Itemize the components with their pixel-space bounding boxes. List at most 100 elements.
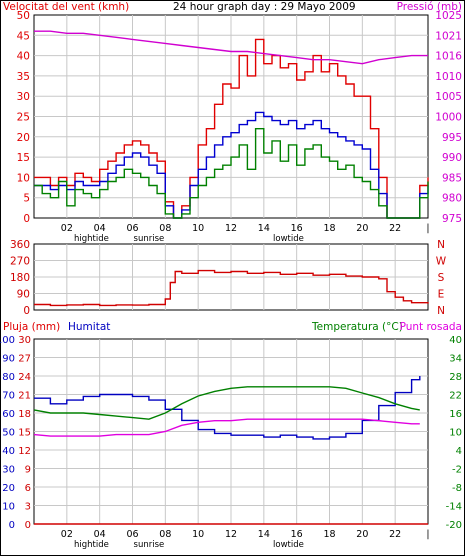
tide-sun-event-label: lowtide (273, 234, 304, 244)
direction-tick-label: 0 (23, 305, 30, 317)
compass-label: S (438, 272, 445, 284)
y-right-tick-label: 1021 (435, 30, 462, 42)
humidity-tick-label: 70 (2, 391, 15, 402)
x-tick-label: 08 (159, 529, 171, 540)
direction-tick-label: 90 (17, 289, 30, 301)
x-tick-label: 04 (94, 529, 106, 540)
tide-sun-event-label: hightide (74, 234, 109, 244)
y-right-tick-label: 985 (442, 172, 462, 184)
direction-tick-label: 360 (10, 239, 30, 251)
temperature-tick-label: 40 (449, 335, 462, 346)
humidity-tick-label: 50 (2, 428, 15, 439)
compass-label: N (437, 239, 445, 251)
x-tick-label: 20 (356, 529, 368, 540)
rain-tick-label: 18 (18, 409, 31, 420)
rain-tick-label: 27 (18, 354, 31, 365)
humidity-tick-label: 20 (2, 483, 15, 494)
dewpoint-label: Punt rosada (400, 321, 462, 333)
temperature-tick-label: 4 (456, 446, 462, 457)
y-left-tick-label: 10 (17, 172, 30, 184)
x-tick-label: 04 (94, 223, 106, 234)
temperature-tick-label: -8 (452, 483, 462, 494)
y-left-tick-label: 30 (17, 91, 30, 103)
humidity-temperature-panel: 0102030405060708090100036912151821242730… (0, 335, 462, 550)
rain-label: Pluja (mm) (3, 321, 60, 333)
y-left-tick-label: 15 (17, 152, 30, 164)
x-tick-label: | (426, 529, 429, 540)
humidity-tick-label: 30 (2, 465, 15, 476)
x-tick-label: | (426, 223, 429, 234)
temperature-tick-label: 10 (449, 428, 462, 439)
y-right-tick-label: 1016 (435, 51, 462, 63)
graph-title: 24 hour graph day : 29 Mayo 2009 (173, 1, 356, 13)
y-left-tick-label: 25 (17, 112, 30, 124)
x-tick-label: 18 (323, 529, 335, 540)
temperature-label: Temperatura (°C) (311, 321, 403, 333)
humidity-tick-label: 0 (9, 520, 15, 531)
y-left-tick-label: 20 (17, 132, 30, 144)
x-tick-label: 02 (61, 223, 73, 234)
humidity-tick-label: 10 (2, 502, 15, 513)
compass-label: W (436, 256, 447, 268)
rain-tick-label: 15 (18, 428, 31, 439)
wind-speed-label: Velocitat del vent (kmh) (3, 1, 129, 13)
x-tick-label: 22 (389, 223, 401, 234)
y-right-tick-label: 1010 (435, 71, 462, 83)
temperature-tick-label: 28 (449, 372, 462, 383)
temperature-tick-label: 16 (449, 409, 462, 420)
y-right-tick-label: 975 (442, 213, 462, 225)
direction-tick-label: 270 (10, 256, 30, 268)
y-left-tick-label: 0 (23, 213, 30, 225)
tide-sun-event-label: lowtide (273, 540, 304, 550)
x-tick-label: 10 (192, 223, 204, 234)
humidity-label: Humitat (68, 321, 110, 333)
temperature-tick-label: 34 (449, 354, 462, 365)
temperature-tick-label: -20 (446, 520, 462, 531)
rain-tick-label: 24 (18, 372, 31, 383)
x-tick-label: 02 (61, 529, 73, 540)
x-tick-label: 12 (225, 529, 237, 540)
rain-tick-label: 21 (18, 391, 31, 402)
x-tick-label: 20 (356, 223, 368, 234)
rain-tick-label: 3 (25, 502, 31, 513)
y-left-tick-label: 5 (23, 193, 30, 205)
compass-label: E (438, 289, 445, 301)
tide-sun-event-label: hightide (74, 540, 109, 550)
x-tick-label: 08 (159, 223, 171, 234)
direction-tick-label: 180 (10, 272, 30, 284)
x-tick-label: 10 (192, 529, 204, 540)
y-right-tick-label: 1025 (435, 10, 462, 22)
y-right-tick-label: 1000 (435, 112, 462, 124)
y-right-tick-label: 980 (442, 193, 462, 205)
wind-pressure-panel: 0 5 10 15 20 25 30 35 40 45 50 975 980 985 990 995 1000 1… (17, 10, 463, 244)
pressure-label: Pressió (mb) (397, 1, 462, 13)
y-left-tick-label: 45 (17, 30, 30, 42)
rain-tick-label: 30 (18, 335, 31, 346)
wind-gust-line (34, 38, 429, 219)
humidity-tick-label: 40 (2, 446, 15, 457)
temperature-tick-label: 22 (449, 391, 462, 402)
temperature-tick-label: -2 (452, 465, 462, 476)
humidity-tick-label: 60 (2, 409, 15, 420)
y-right-tick-label: 995 (442, 132, 462, 144)
x-tick-label: 06 (126, 223, 138, 234)
x-tick-label: 14 (258, 529, 270, 540)
x-tick-label: 16 (291, 529, 303, 540)
humidity-tick-label: 80 (2, 372, 15, 383)
humidity-tick-label: 100 (0, 335, 15, 346)
y-left-tick-label: 35 (17, 71, 30, 83)
y-left-tick-label: 40 (17, 51, 30, 63)
x-tick-label: 16 (291, 223, 303, 234)
rain-tick-label: 0 (25, 520, 31, 531)
dewpoint-line (33, 418, 420, 437)
x-tick-label: 12 (225, 223, 237, 234)
pressure-line (34, 30, 428, 65)
compass-label: N (437, 305, 445, 317)
rain-tick-label: 12 (18, 446, 31, 457)
rain-tick-label: 6 (25, 483, 31, 494)
y-left-tick-label: 50 (17, 10, 30, 22)
temperature-line (33, 386, 420, 420)
